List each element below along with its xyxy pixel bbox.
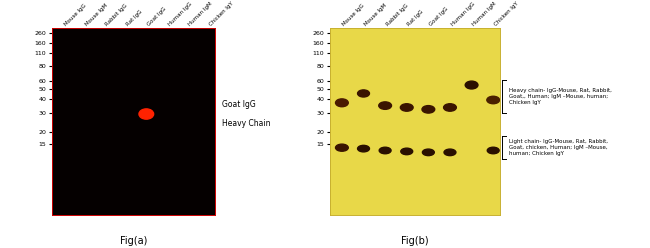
Ellipse shape — [358, 90, 369, 97]
Text: Chicken IgY: Chicken IgY — [493, 1, 519, 27]
Ellipse shape — [422, 149, 434, 156]
Text: Human IgM: Human IgM — [472, 1, 497, 27]
Ellipse shape — [379, 102, 391, 109]
Text: Rabbit IgG: Rabbit IgG — [105, 3, 129, 27]
Text: Mouse IgG: Mouse IgG — [64, 3, 87, 27]
Text: Fig(a): Fig(a) — [120, 236, 147, 246]
Ellipse shape — [335, 144, 348, 151]
Text: Fig(b): Fig(b) — [401, 236, 429, 246]
Ellipse shape — [488, 147, 499, 154]
Ellipse shape — [444, 149, 456, 156]
Ellipse shape — [465, 81, 478, 89]
Text: Light chain- IgG-Mouse, Rat, Rabbit,
Goat, chicken, Human; IgM –Mouse,
human; Ch: Light chain- IgG-Mouse, Rat, Rabbit, Goa… — [509, 139, 608, 156]
Ellipse shape — [379, 147, 391, 154]
Text: Heavy chain- IgG-Mouse, Rat, Rabbit,
Goat,, Human; IgM –Mouse, human;
Chicken Ig: Heavy chain- IgG-Mouse, Rat, Rabbit, Goa… — [509, 89, 612, 105]
Text: Goat IgG: Goat IgG — [146, 6, 167, 27]
Text: Chicken IgY: Chicken IgY — [209, 1, 235, 27]
Text: Human IgM: Human IgM — [188, 1, 214, 27]
Ellipse shape — [443, 104, 456, 111]
Text: Human IgG: Human IgG — [450, 1, 476, 27]
Ellipse shape — [335, 99, 348, 107]
Text: Mouse IgG: Mouse IgG — [342, 3, 366, 27]
Ellipse shape — [422, 106, 435, 113]
Ellipse shape — [487, 96, 500, 104]
Text: Human IgG: Human IgG — [167, 1, 192, 27]
Text: Heavy Chain: Heavy Chain — [222, 120, 270, 128]
Ellipse shape — [401, 148, 413, 155]
Text: Goat IgG: Goat IgG — [428, 6, 449, 27]
Ellipse shape — [139, 109, 153, 119]
Text: Mouse IgM: Mouse IgM — [84, 3, 109, 27]
Ellipse shape — [358, 145, 369, 152]
Text: Rat IgG: Rat IgG — [125, 9, 144, 27]
Text: Mouse IgM: Mouse IgM — [363, 3, 388, 27]
Text: Rabbit IgG: Rabbit IgG — [385, 3, 409, 27]
Ellipse shape — [400, 104, 413, 111]
Text: Rat IgG: Rat IgG — [407, 9, 424, 27]
Text: Goat IgG: Goat IgG — [222, 100, 255, 109]
